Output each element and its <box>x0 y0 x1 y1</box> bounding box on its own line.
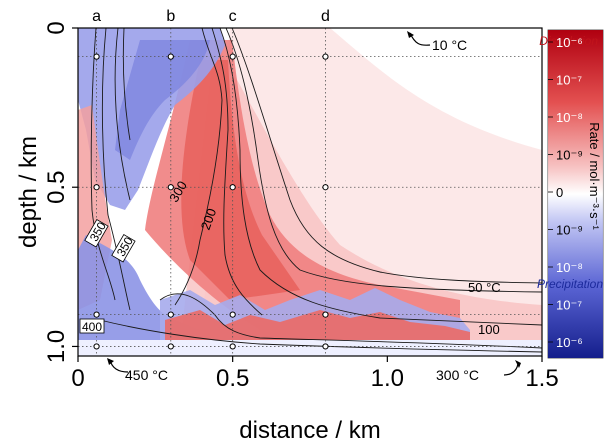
isotherm-labels: 10 °C 50 °C 100 200 300 350 350 400 450 … <box>79 31 521 383</box>
colorbar-tick-label: 0 <box>556 185 563 200</box>
sample-point <box>322 343 329 350</box>
heatmap-bottom-layer <box>78 340 542 356</box>
sample-point <box>229 53 236 60</box>
colorbar-ticks: 10⁻⁶ 10⁻⁷ 10⁻⁸ 10⁻⁹ 0 10⁻⁹ 10⁻⁸ 10⁻⁷ 10⁻⁶ <box>548 35 583 350</box>
profile-label: b <box>166 8 175 25</box>
colorbar-tick-label: 10⁻⁶ <box>556 335 583 350</box>
isotherm-label-300c-bottom: 300 °C <box>436 360 521 383</box>
sample-point <box>167 184 174 191</box>
x-tick-label: 1.5 <box>525 365 558 392</box>
colorbar-tick-label: 10⁻⁸ <box>556 110 583 125</box>
profile-label: c <box>229 8 237 25</box>
isotherm-label-10c: 10 °C <box>407 31 467 53</box>
sample-point <box>93 53 100 60</box>
colorbar-tick-label: 10⁻⁸ <box>556 260 583 275</box>
colorbar-tick-label: 10⁻⁷ <box>556 73 582 88</box>
colorbar-title: Rate / mol·m⁻³·s⁻¹ <box>587 122 602 230</box>
colorbar-tick-label: 10⁻⁷ <box>556 298 582 313</box>
x-tick-label: 1.0 <box>371 365 404 392</box>
sample-point <box>322 184 329 191</box>
heatmap-precipitation-upper-core <box>115 40 210 160</box>
sample-point <box>167 53 174 60</box>
colorbar-tick-label: 10⁻⁹ <box>556 148 583 163</box>
isotherm-label-text: 10 °C <box>432 37 467 53</box>
x-axis-label: distance / km <box>239 417 380 443</box>
y-axis-label: depth / km <box>15 136 42 248</box>
isotherm-contours <box>90 28 542 353</box>
y-tick-label: 1.0 <box>43 330 70 363</box>
isotherm-label-50c: 50 °C <box>468 280 501 295</box>
colorbar-precipitation-label: Precipitation <box>537 277 603 291</box>
sample-point <box>93 184 100 191</box>
profile-label: a <box>92 8 101 25</box>
isotherm-label-100: 100 <box>478 322 500 337</box>
isotherm-line <box>225 28 542 293</box>
y-tick-label: 0.5 <box>43 171 70 204</box>
sample-point <box>322 311 329 318</box>
sample-point <box>229 343 236 350</box>
svg-text:450 °C: 450 °C <box>125 367 168 383</box>
isotherm-line <box>122 28 131 141</box>
y-tick-label: 0 <box>43 21 70 34</box>
svg-text:400: 400 <box>82 320 102 334</box>
sample-point <box>167 311 174 318</box>
heatmap-bottom-dissolution <box>165 310 470 340</box>
svg-text:300 °C: 300 °C <box>436 367 479 383</box>
isotherm-label-200: 200 <box>198 206 220 232</box>
sample-markers <box>93 53 329 350</box>
sample-point <box>229 311 236 318</box>
isotherm-line <box>231 28 542 284</box>
isotherm-line <box>114 28 131 201</box>
isotherm-line <box>159 293 542 349</box>
colorbar-tick-label: 10⁻⁹ <box>556 223 583 238</box>
x-tick-label: 0 <box>71 365 84 392</box>
isotherm-line <box>99 319 542 353</box>
isotherm-line <box>101 28 131 311</box>
profile-labels: a b c d <box>92 8 330 25</box>
isotherm-label-400: 400 <box>79 318 105 334</box>
x-axis: 0 0.5 1.0 1.5 <box>71 356 559 392</box>
colorbar-dissolution-label: Dissolution <box>539 34 598 48</box>
sample-point <box>93 343 100 350</box>
profile-grid <box>78 28 542 356</box>
colorbar: Dissolution Precipitation Rate / mol·m⁻³… <box>537 29 604 359</box>
plot-frame <box>77 27 543 357</box>
isotherm-line <box>211 28 263 316</box>
sample-point <box>167 343 174 350</box>
x-tick-label: 0.5 <box>216 365 249 392</box>
isotherm-line <box>90 28 116 301</box>
y-axis: 0 0.5 1.0 <box>43 21 78 363</box>
sample-point <box>229 184 236 191</box>
sample-point <box>322 53 329 60</box>
isotherm-label-450c: 450 °C <box>107 358 168 383</box>
sample-point <box>93 311 100 318</box>
isotherm-line <box>174 28 223 306</box>
profile-label: d <box>321 8 330 25</box>
colorbar-tick-label: 10⁻⁶ <box>556 35 583 50</box>
isotherm-line <box>219 28 542 326</box>
